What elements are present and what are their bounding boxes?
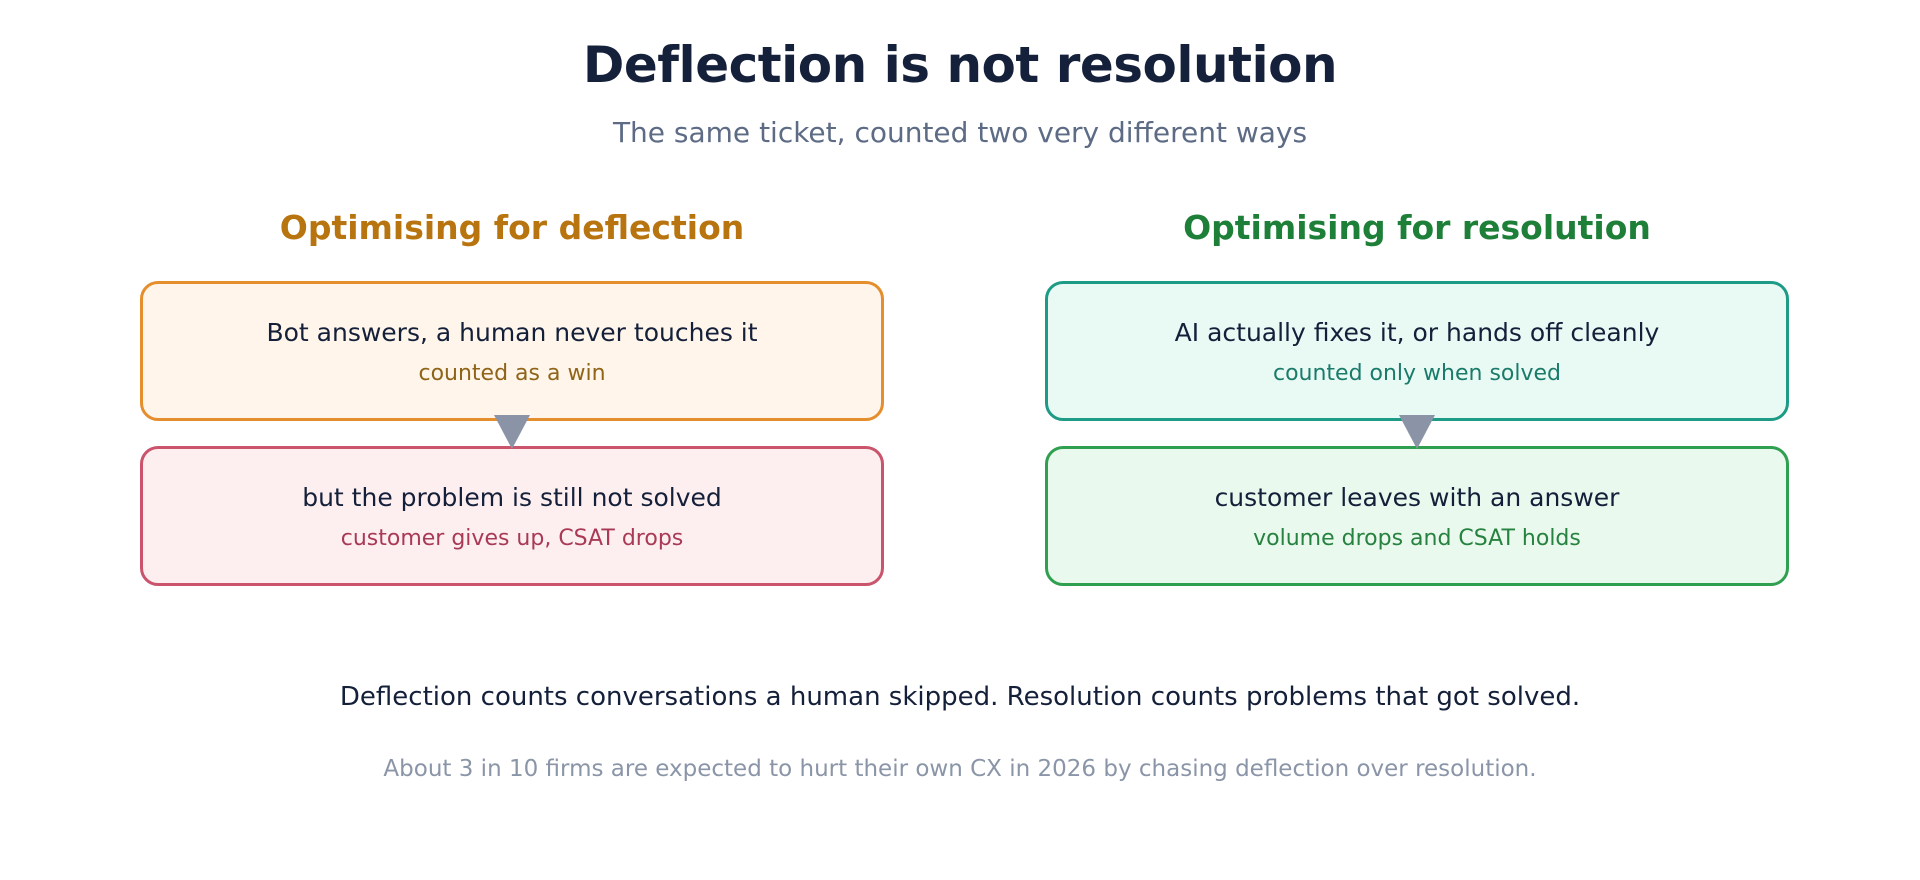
deflection-top-main-text: Bot answers, a human never touches it [266, 318, 758, 347]
resolution-top-box: AI actually fixes it, or hands off clean… [1045, 281, 1789, 421]
resolution-bottom-box: customer leaves with an answer volume dr… [1045, 446, 1789, 586]
resolution-top-sub-text: counted only when solved [1272, 361, 1562, 386]
deflection-bottom-sub-text: customer gives up, CSAT drops [340, 526, 684, 551]
resolution-arrow-down-icon [1399, 415, 1435, 449]
deflection-bottom-main-text: but the problem is still not solved [302, 483, 722, 512]
resolution-column-heading: Optimising for resolution [1183, 208, 1651, 247]
summary-statement: Deflection counts conversations a human … [339, 682, 1581, 712]
deflection-arrow-down-icon [494, 415, 530, 449]
resolution-bottom-main-text: customer leaves with an answer [1214, 483, 1620, 512]
deflection-column-heading: Optimising for deflection [279, 208, 745, 247]
page-subtitle: The same ticket, counted two very differ… [612, 116, 1308, 149]
deflection-top-box: Bot answers, a human never touches it co… [140, 281, 884, 421]
resolution-bottom-sub-text: volume drops and CSAT holds [1253, 526, 1581, 551]
page-title: Deflection is not resolution [582, 36, 1338, 94]
resolution-top-main-text: AI actually fixes it, or hands off clean… [1174, 318, 1660, 347]
deflection-bottom-box: but the problem is still not solved cust… [140, 446, 884, 586]
deflection-top-sub-text: counted as a win [418, 361, 606, 386]
summary-note: About 3 in 10 firms are expected to hurt… [383, 756, 1537, 782]
